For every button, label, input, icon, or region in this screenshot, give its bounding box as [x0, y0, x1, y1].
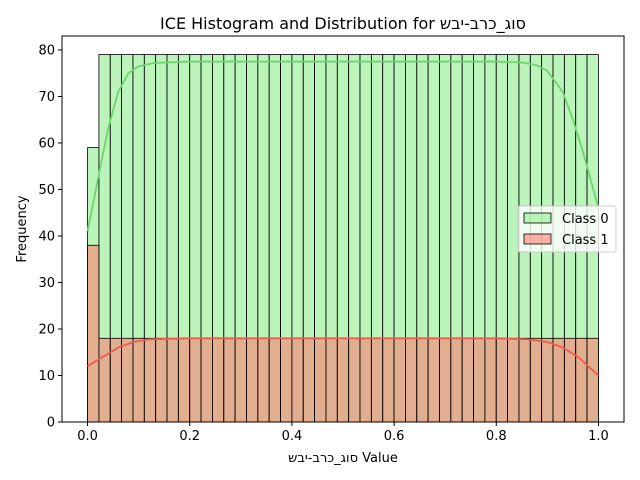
x-tick-label: 0.2	[179, 429, 200, 444]
bar-class-1-bin-9	[189, 337, 202, 423]
y-tick-label: 20	[38, 322, 55, 337]
bar-class-1-bin-16	[268, 337, 281, 423]
kde-line-class-1	[87, 337, 600, 377]
legend-swatch-class-0	[523, 212, 552, 224]
bar-class-1-bin-5	[143, 337, 157, 423]
bar-class-1-bin-13	[234, 337, 247, 423]
y-tick-label: 60	[38, 136, 55, 151]
bar-class-1-bin-19	[302, 337, 315, 423]
bar-class-1-bin-21	[325, 337, 338, 423]
bar-class-1-bin-20	[314, 337, 327, 423]
bar-class-1-bin-26	[382, 337, 395, 423]
bar-class-1-bin-18	[291, 337, 304, 423]
bar-class-1-bin-33	[461, 337, 474, 423]
bar-class-1-bin-42	[563, 337, 577, 423]
x-tick-label: 0.0	[77, 429, 98, 444]
bar-class-1-bin-12	[223, 337, 236, 423]
x-axis-label: סוג_כרב-יבש Value	[288, 451, 398, 466]
bar-class-1-bin-36	[495, 337, 508, 423]
bar-class-1-bin-41	[552, 337, 565, 423]
x-tick-label: 0.4	[282, 429, 303, 444]
y-axis-label: Frequency	[15, 195, 30, 262]
x-axis-ticks: 0.0 0.2 0.4 0.6 0.8 1.0	[77, 422, 609, 444]
y-tick-label: 50	[38, 183, 55, 198]
bar-class-1-bin-23	[348, 337, 361, 423]
y-tick-label: 10	[38, 369, 55, 384]
bar-class-1-bin-14	[246, 337, 259, 423]
legend-label-class-0: Class 0	[562, 212, 609, 227]
kde-line-class-0	[86, 60, 600, 232]
bar-class-1-bin-28	[405, 337, 418, 423]
y-tick-label: 30	[38, 276, 55, 291]
y-axis-ticks: 0 10 20 30 40 50 60 70 80	[38, 43, 62, 431]
bar-class-1-bin-25	[370, 337, 384, 423]
y-tick-label: 0	[47, 416, 55, 431]
bar-class-1-bin-7	[166, 337, 179, 423]
bar-class-1-bin-35	[484, 337, 497, 423]
bar-class-1-bin-40	[541, 337, 554, 423]
chart-title: ICE Histogram and Distribution for סוג_כ…	[160, 14, 526, 34]
bar-class-1-bin-32	[450, 337, 463, 423]
bar-class-1-bin-4	[132, 337, 145, 423]
bar-class-1-bin-43	[575, 337, 588, 423]
kde-layer	[86, 60, 600, 377]
x-tick-label: 1.0	[588, 429, 609, 444]
bar-class-1-bin-24	[359, 337, 372, 423]
bar-class-1-bin-8	[177, 337, 191, 423]
bar-class-1-bin-6	[155, 337, 168, 423]
bar-class-1-bin-37	[507, 337, 520, 423]
bar-class-1-bin-22	[336, 337, 350, 423]
bar-class-1-bin-44	[586, 337, 599, 423]
bar-class-1-bin-27	[393, 337, 406, 423]
bar-class-1-bin-3	[121, 337, 134, 423]
plot-frame	[61, 35, 625, 423]
bar-class-1-bin-31	[439, 337, 452, 423]
legend-swatch-class-1	[523, 233, 552, 245]
bar-class-1-bin-29	[416, 337, 429, 423]
y-tick-label: 70	[38, 90, 55, 105]
bar-class-1-bin-30	[427, 337, 440, 423]
bar-class-1-bin-11	[212, 337, 225, 423]
bar-class-1-bin-10	[200, 337, 213, 423]
y-tick-label: 40	[38, 229, 55, 244]
bar-class-1-bin-15	[257, 337, 270, 423]
bar-class-1-bin-17	[280, 337, 293, 423]
legend: Class 0 Class 1	[517, 205, 617, 253]
bar-class-1-bin-38	[518, 337, 531, 423]
legend-label-class-1: Class 1	[562, 233, 609, 248]
bar-class-1-bin-39	[529, 337, 543, 423]
x-tick-label: 0.8	[486, 429, 507, 444]
x-tick-label: 0.6	[384, 429, 405, 444]
y-tick-label: 80	[38, 43, 55, 58]
bar-class-1-bin-0	[87, 244, 100, 423]
bar-class-1-bin-1	[98, 337, 111, 423]
bar-class-1-bin-34	[473, 337, 486, 423]
